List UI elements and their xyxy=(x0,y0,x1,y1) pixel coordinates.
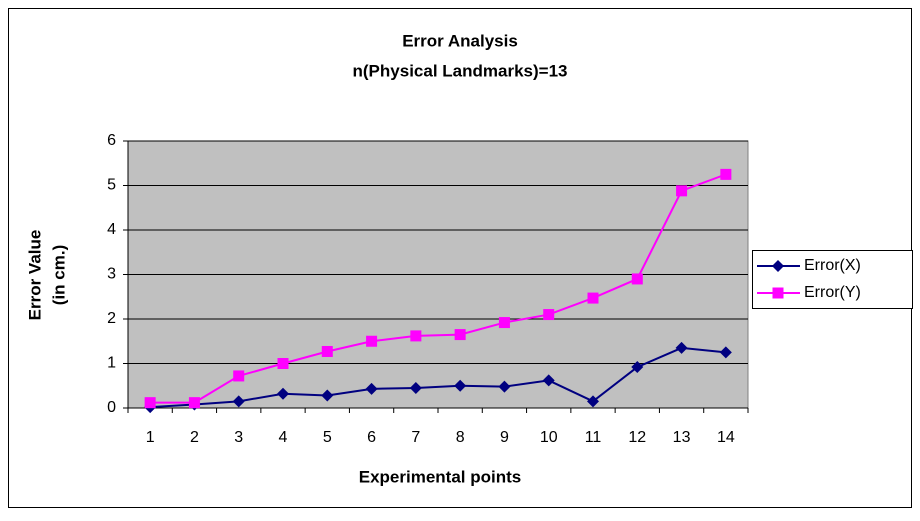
y-tick-label: 1 xyxy=(107,355,116,372)
y-tick-label: 6 xyxy=(107,132,116,149)
marker xyxy=(365,382,378,395)
marker xyxy=(232,395,245,408)
marker xyxy=(410,330,422,342)
marker xyxy=(454,329,466,341)
y-tick-label: 0 xyxy=(107,399,116,416)
chart-title: Error Analysis xyxy=(402,31,518,50)
x-tick-label: 2 xyxy=(190,429,199,446)
x-tick-label: 10 xyxy=(540,429,558,446)
marker xyxy=(321,345,333,357)
y-label-group: Error Value (in cm.) xyxy=(25,230,68,321)
marker xyxy=(675,341,688,354)
y-tick-label: 3 xyxy=(107,266,116,283)
x-tick-label: 8 xyxy=(456,429,465,446)
y-tick-label: 4 xyxy=(107,221,116,238)
x-tick-label: 1 xyxy=(146,429,155,446)
x-tick-label: 11 xyxy=(585,429,602,446)
x-tick-label: 13 xyxy=(673,429,691,446)
x-tick-label: 9 xyxy=(500,429,509,446)
legend xyxy=(752,250,913,309)
marker xyxy=(587,395,599,408)
marker xyxy=(233,370,245,382)
marker xyxy=(587,292,599,304)
x-tick-label: 14 xyxy=(717,429,735,446)
marker xyxy=(321,389,334,402)
y-axis-label: Error Value xyxy=(25,230,44,321)
marker xyxy=(188,397,200,409)
marker xyxy=(720,168,732,180)
series-line xyxy=(150,173,727,404)
marker xyxy=(277,358,289,369)
series-line xyxy=(150,346,726,409)
x-tick-label: 4 xyxy=(279,429,288,446)
marker xyxy=(409,381,422,394)
y-tick-label: 2 xyxy=(107,310,116,327)
y-axis-label: (in cm.) xyxy=(49,245,68,305)
marker xyxy=(631,361,644,374)
marker xyxy=(719,346,732,359)
x-tick-label: 7 xyxy=(411,429,420,446)
marker xyxy=(498,380,511,393)
chart-subtitle: n(Physical Landmarks)=13 xyxy=(353,61,568,80)
x-tick-label: 3 xyxy=(234,429,243,446)
marker xyxy=(277,387,289,400)
marker xyxy=(144,397,156,409)
marker xyxy=(543,309,555,321)
marker xyxy=(454,379,467,392)
legend-label: Error(Y) xyxy=(804,284,861,301)
legend-marker xyxy=(772,287,784,299)
marker xyxy=(542,374,555,387)
marker xyxy=(631,273,643,285)
marker xyxy=(676,185,688,197)
x-tick-label: 12 xyxy=(628,429,646,446)
x-tick-label: 6 xyxy=(367,429,376,446)
marker xyxy=(366,335,378,347)
y-tick-label: 5 xyxy=(107,177,116,194)
x-tick-label: 5 xyxy=(323,429,332,446)
legend-marker xyxy=(772,260,784,272)
x-axis-label: Experimental points xyxy=(359,467,521,486)
marker xyxy=(498,317,510,329)
legend-label: Error(X) xyxy=(804,257,861,274)
